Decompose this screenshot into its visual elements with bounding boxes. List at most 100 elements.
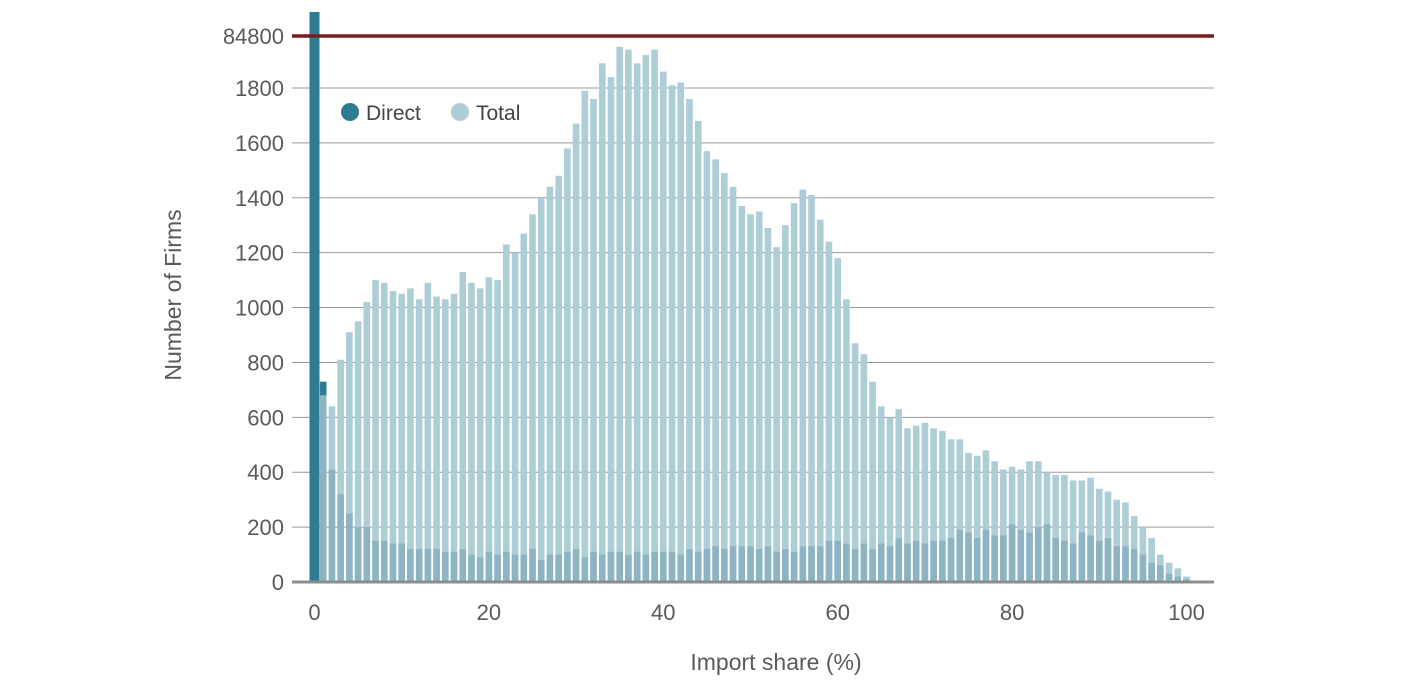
total-bar-77 [982,450,990,582]
direct-bar-91 [1104,538,1112,582]
direct-bar-76 [973,538,981,582]
total-bar-36 [625,49,632,583]
direct-bar-60 [834,540,841,582]
total-bar-68 [904,428,911,582]
total-bar-67 [895,409,903,582]
direct-bar-73 [947,538,955,582]
direct-bar-62 [851,549,859,582]
direct-bar-78 [991,535,998,582]
total-bar-20 [485,277,493,582]
direct-bar-52 [764,546,772,582]
total-bar-29 [564,148,571,582]
total-bar-38 [642,55,650,583]
direct-bar-65 [878,543,885,582]
total-bar-65 [878,406,885,582]
total-bar-9 [389,291,397,582]
total-bar-58 [816,219,824,582]
total-bar-37 [633,63,641,583]
direct-bar-45 [703,549,711,582]
y-tick-label-600: 600 [247,405,284,430]
total-bar-71 [930,428,937,582]
total-bar-86 [1061,474,1068,582]
direct-bar-88 [1078,532,1086,582]
direct-bar-97 [1157,565,1164,582]
direct-bar-69 [912,540,920,582]
direct-bar-83 [1034,527,1042,582]
total-bar-42 [677,82,685,582]
direct-bar-4 [346,513,353,582]
total-bar-40 [660,71,667,583]
total-bar-74 [956,439,964,582]
total-bar-96 [1148,538,1155,582]
total-bar-15 [442,299,449,582]
total-bar-23 [511,252,519,582]
direct-bar-11 [407,549,414,582]
direct-bar-92 [1113,546,1121,582]
direct-bar-22 [503,551,510,582]
direct-bar-54 [782,549,789,582]
total-bar-22 [503,244,510,582]
total-bar-76 [973,455,981,582]
total-bar-93 [1122,502,1129,582]
total-bar-85 [1052,474,1059,582]
direct-bar-18 [468,554,475,582]
total-bar-91 [1104,491,1112,582]
total-bar-47 [721,173,728,583]
total-bar-48 [729,186,737,583]
total-bar-70 [921,422,929,582]
total-bar-61 [843,299,850,582]
total-bar-32 [590,98,597,582]
total-bar-56 [799,189,807,583]
direct-bar-90 [1096,540,1103,582]
direct-bar-89 [1087,535,1094,582]
direct-bar-8 [380,540,388,582]
total-bar-63 [860,354,868,582]
total-bar-82 [1026,461,1033,582]
legend-swatch-total [451,103,469,121]
total-bar-50 [747,214,754,582]
direct-bar-36 [625,554,632,582]
direct-bar-25 [529,549,536,582]
total-bar-27 [546,186,554,583]
total-bar-3 [337,359,344,582]
direct-bar-68 [904,543,911,582]
direct-bar-67 [895,538,903,582]
direct-bar-79 [1000,535,1007,582]
direct-bar-72 [939,540,946,582]
total-bar-62 [851,343,859,582]
direct-bars [309,12,1190,582]
total-bar-89 [1087,477,1094,582]
x-tick-label-20: 20 [477,600,501,625]
total-bar-5 [354,321,362,582]
total-bar-72 [939,431,946,582]
direct-bar-21 [494,554,501,582]
direct-bar-37 [633,551,641,582]
total-bar-34 [607,77,615,583]
direct-bar-95 [1139,554,1147,582]
direct-bar-35 [616,551,623,582]
direct-bar-86 [1061,540,1068,582]
total-bar-45 [703,151,711,582]
direct-bar-87 [1069,543,1077,582]
direct-bar-84 [1043,524,1051,582]
direct-bar-49 [738,546,746,582]
total-bar-75 [965,453,972,582]
direct-bar-74 [956,529,964,582]
total-bar-44 [694,120,702,582]
total-bar-21 [494,280,501,582]
total-bar-10 [398,293,405,582]
direct-bar-40 [660,551,667,582]
total-bar-8 [380,282,388,582]
direct-bar-71 [930,540,937,582]
total-bar-31 [581,90,589,582]
direct-bar-26 [537,560,545,582]
direct-bar-2 [328,469,336,582]
total-bar-66 [886,417,894,582]
direct-bar-29 [564,551,571,582]
y-tick-label-1400: 1400 [235,186,284,211]
y-tick-label-0: 0 [272,570,284,595]
total-bar-51 [755,211,763,582]
direct-bar-14 [433,549,440,582]
total-bar-92 [1113,499,1121,582]
direct-bar-66 [886,546,894,582]
